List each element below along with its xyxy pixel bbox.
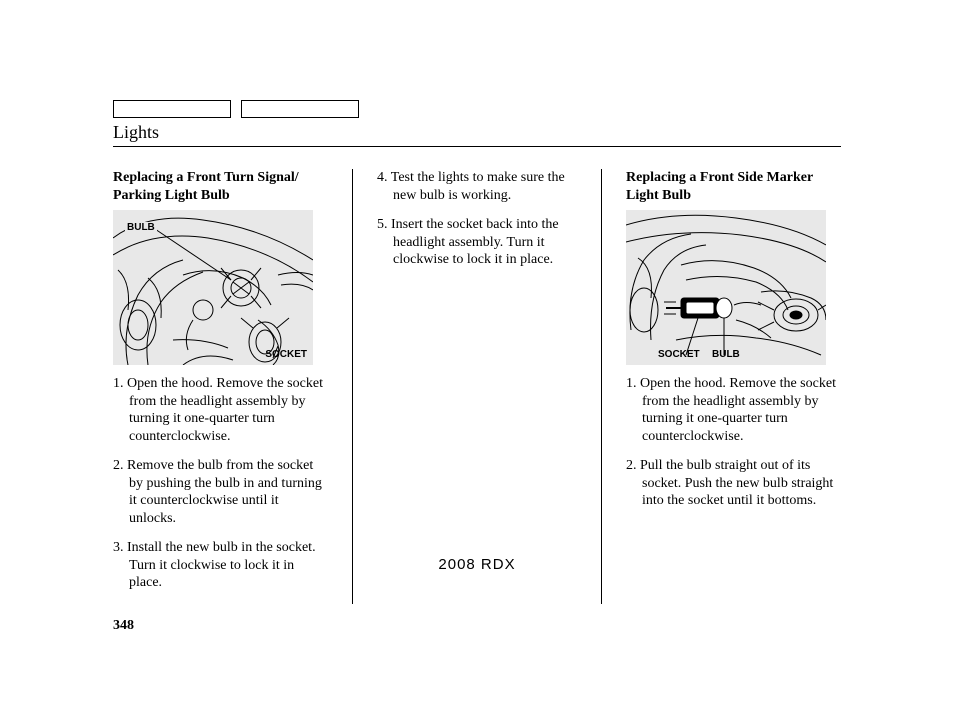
column-2: Test the lights to make sure the new bul… bbox=[377, 169, 577, 604]
side-marker-diagram bbox=[626, 210, 826, 365]
col1-heading: Replacing a Front Turn Signal/ Parking L… bbox=[113, 169, 328, 204]
col3-heading: Replacing a Front Side Marker Light Bulb bbox=[626, 169, 841, 204]
column-1: Replacing a Front Turn Signal/ Parking L… bbox=[113, 169, 328, 604]
page-content: Lights Replacing a Front Turn Signal/ Pa… bbox=[113, 100, 841, 634]
col3-step: Pull the bulb straight out of its socket… bbox=[626, 457, 841, 510]
page-title: Lights bbox=[113, 122, 841, 147]
bulb-label-2: BULB bbox=[712, 349, 740, 362]
socket-label-2: SOCKET bbox=[658, 349, 700, 362]
col1-figure: BULB SOCKET bbox=[113, 210, 313, 365]
columns-wrap: Replacing a Front Turn Signal/ Parking L… bbox=[113, 169, 841, 604]
page-number: 348 bbox=[113, 618, 841, 634]
col2-step: Insert the socket back into the headligh… bbox=[377, 216, 577, 269]
col2-steps: Test the lights to make sure the new bul… bbox=[377, 169, 577, 269]
col1-step: Open the hood. Remove the socket from th… bbox=[113, 375, 328, 445]
col3-figure: SOCKET BULB bbox=[626, 210, 826, 365]
col2-step: Test the lights to make sure the new bul… bbox=[377, 169, 577, 204]
footer-model: 2008 RDX bbox=[0, 556, 954, 573]
bulb-label: BULB bbox=[125, 222, 157, 235]
column-3: Replacing a Front Side Marker Light Bulb bbox=[626, 169, 841, 604]
divider-2 bbox=[601, 169, 602, 604]
col1-step: Remove the bulb from the socket by pushi… bbox=[113, 457, 328, 527]
divider-1 bbox=[352, 169, 353, 604]
col3-steps: Open the hood. Remove the socket from th… bbox=[626, 375, 841, 510]
col3-step: Open the hood. Remove the socket from th… bbox=[626, 375, 841, 445]
tab-2[interactable] bbox=[241, 100, 359, 118]
tab-row bbox=[113, 100, 841, 118]
tab-1[interactable] bbox=[113, 100, 231, 118]
socket-label: SOCKET bbox=[265, 349, 307, 362]
